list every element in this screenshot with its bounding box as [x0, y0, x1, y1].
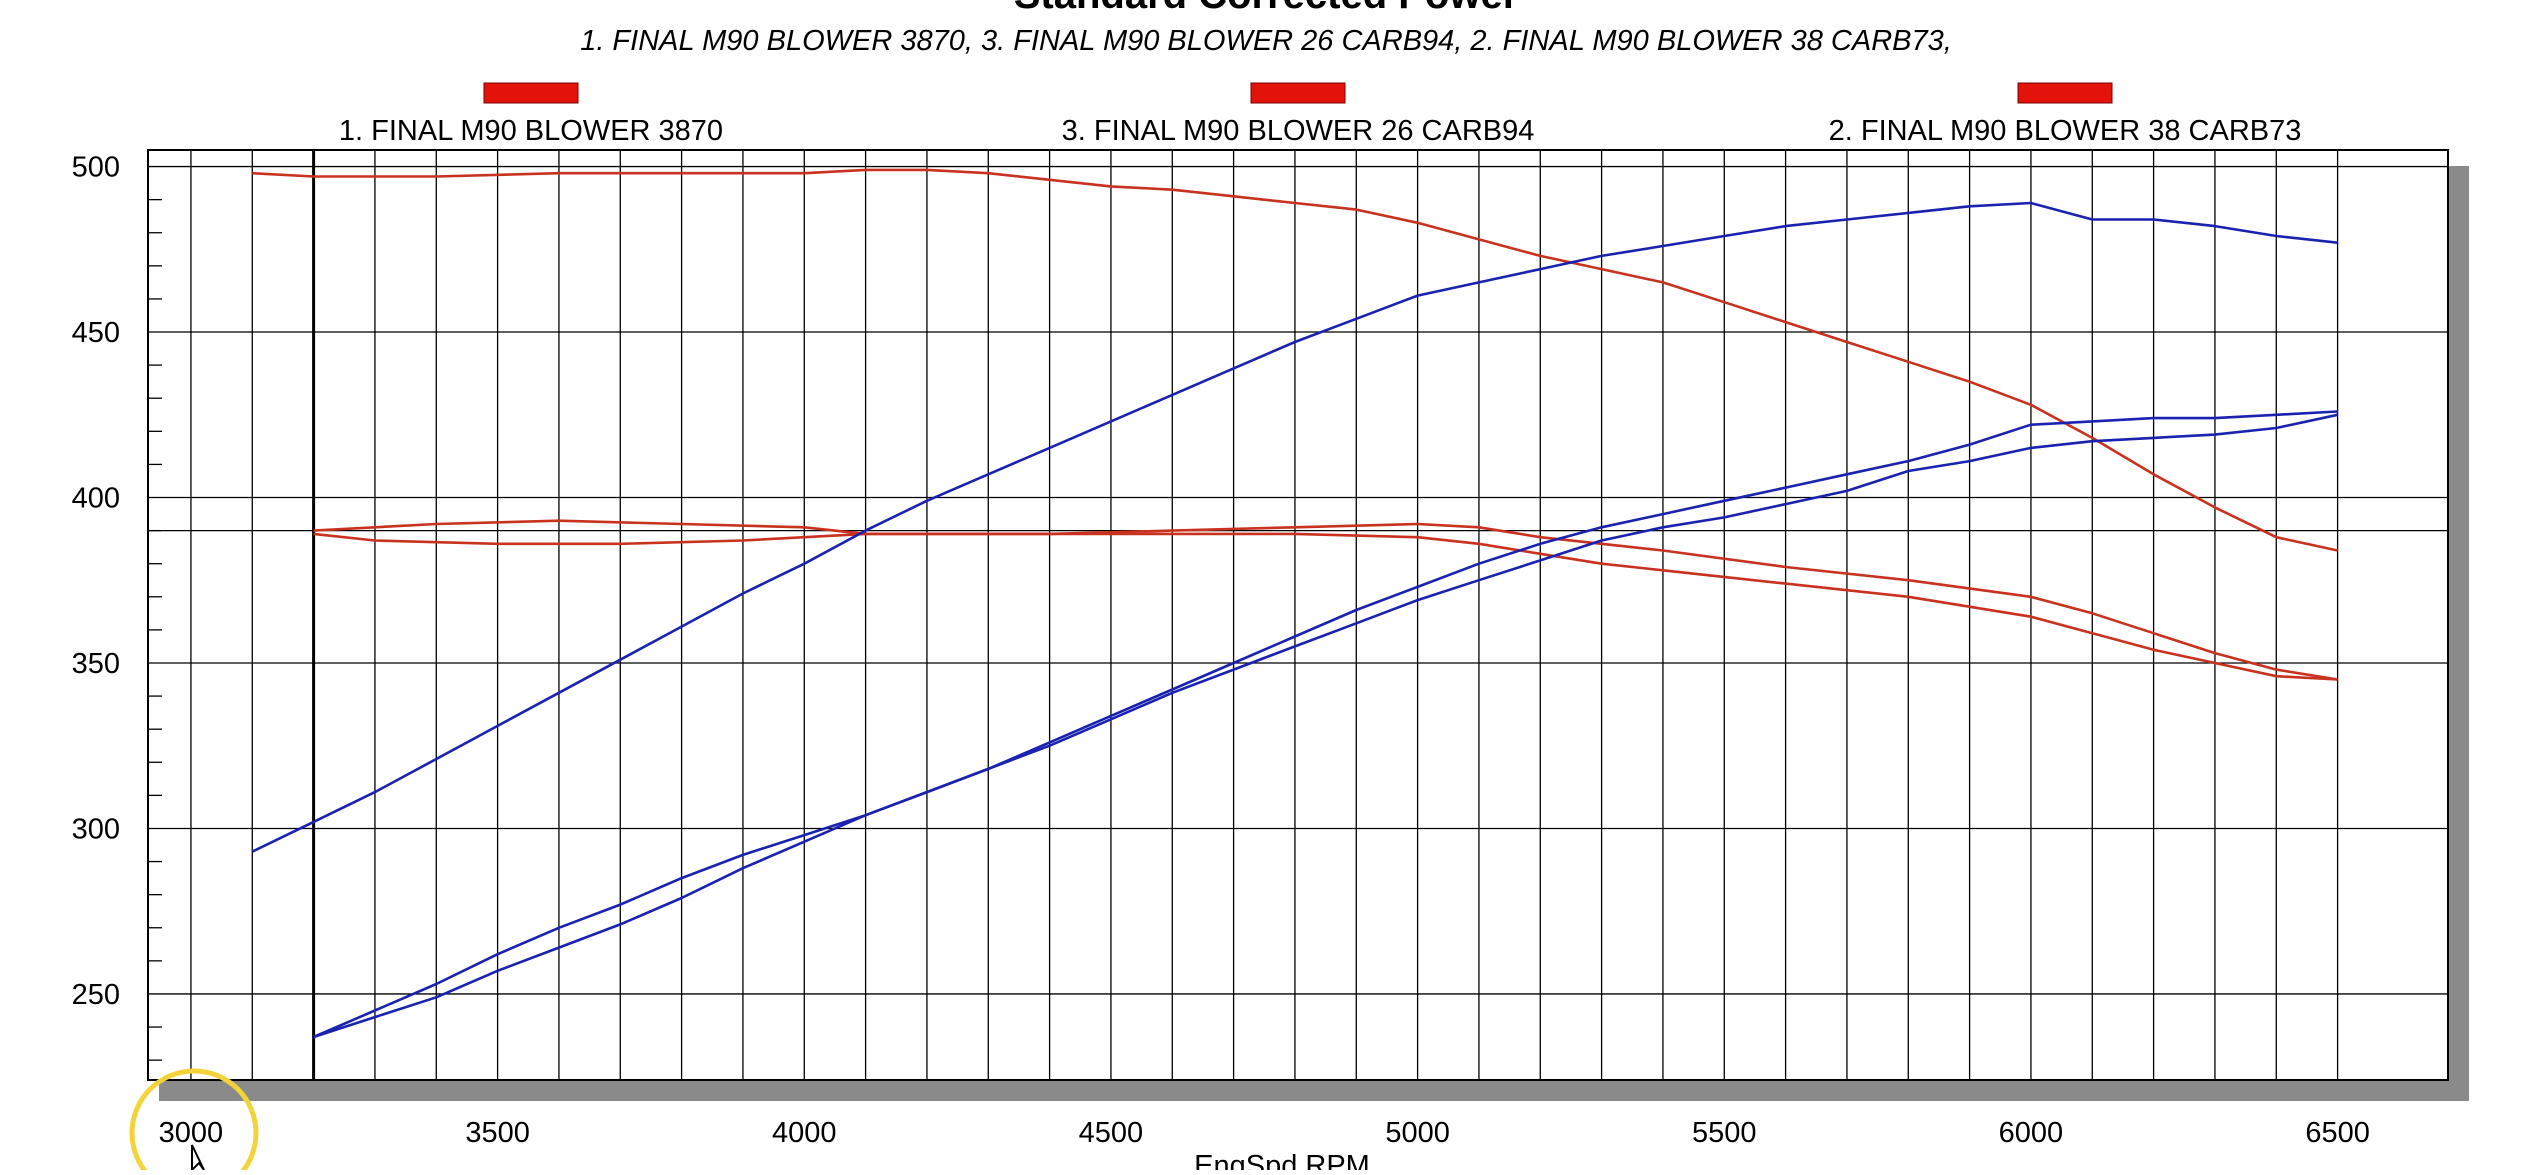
x-tick-label: 6500 — [2305, 1117, 2370, 1149]
y-tick-label: 400 — [72, 483, 120, 515]
series-line-4 — [251, 201, 2338, 853]
legend-label: 1. FINAL M90 BLOWER 3870 — [339, 115, 723, 147]
y-tick-label: 350 — [72, 648, 120, 680]
legend-swatch — [2017, 82, 2113, 104]
x-axis-label: EngSpd RPM — [1194, 1150, 1370, 1170]
legend-label: 3. FINAL M90 BLOWER 26 CARB94 — [1062, 115, 1535, 147]
ticks: 3000 3500 4000 4500 5000 5500 6000 6500 250 300 35… — [72, 152, 2370, 1149]
legend-label: 2. FINAL M90 BLOWER 38 CARB73 — [1829, 115, 2302, 147]
chart-subtitle: 1. FINAL M90 BLOWER 3870, 3. FINAL M90 B… — [580, 25, 1952, 57]
legend-swatch — [1250, 82, 1346, 104]
series-line-6 — [313, 413, 2338, 1039]
series-line-2 — [313, 519, 2338, 681]
series-line-5 — [313, 410, 2338, 1039]
legend-swatch — [483, 82, 579, 104]
mouse-cursor-icon — [191, 1144, 205, 1173]
x-tick-label: 5000 — [1385, 1117, 1450, 1149]
x-tick-label: 4000 — [772, 1117, 837, 1149]
y-tick-label: 250 — [72, 979, 120, 1011]
series-line-1 — [252, 168, 2338, 552]
x-tick-label: 3500 — [465, 1117, 530, 1149]
chart-title: Standard Corrected Power — [1014, 0, 1519, 17]
y-tick-label: 500 — [72, 152, 120, 184]
x-tick-label: 5500 — [1692, 1117, 1757, 1149]
y-tick-label: 450 — [72, 317, 120, 349]
x-tick-label: 4500 — [1079, 1117, 1144, 1149]
series-group — [251, 168, 2338, 1039]
y-tick-label: 300 — [72, 813, 120, 845]
grid — [148, 150, 2448, 1080]
series-line-3 — [313, 532, 2338, 681]
legend: 1. FINAL M90 BLOWER 3870 3. FINAL M90 BLO… — [339, 82, 2302, 147]
cursor-highlight-circle — [129, 1068, 259, 1175]
x-tick-label: 3000 — [159, 1117, 224, 1149]
plot-area — [147, 149, 2449, 1081]
x-tick-label: 6000 — [1999, 1117, 2064, 1149]
